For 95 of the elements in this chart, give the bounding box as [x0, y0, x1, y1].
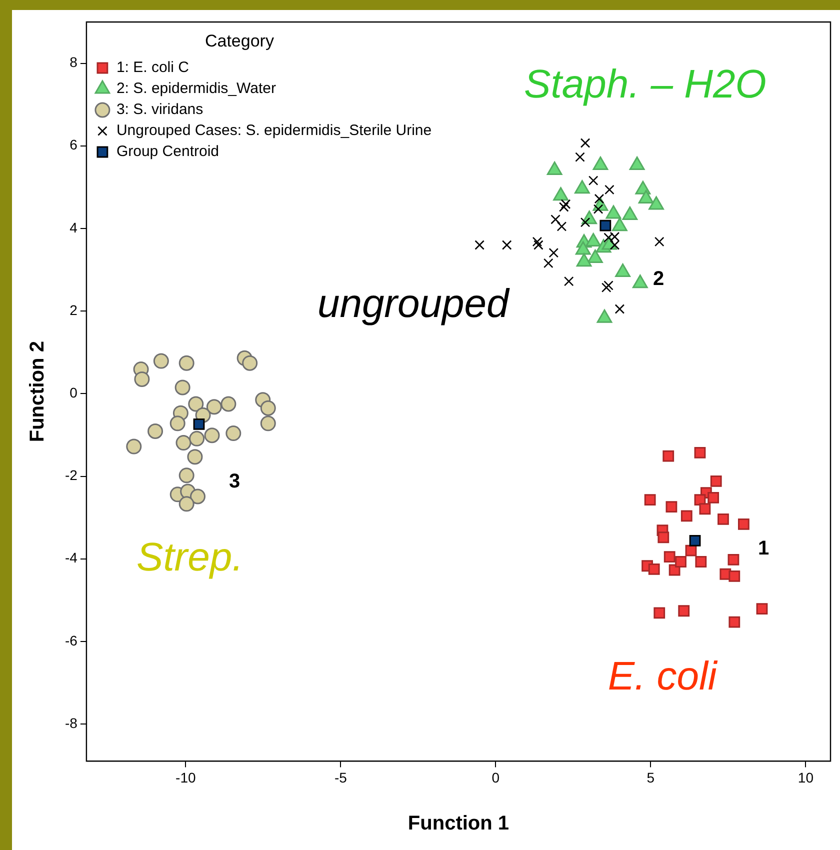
legend-label: 1: E. coli C — [116, 59, 190, 76]
point — [604, 232, 614, 242]
point — [178, 468, 194, 484]
point — [558, 202, 569, 212]
point — [678, 605, 690, 617]
point — [708, 492, 720, 504]
point — [654, 236, 664, 247]
y-tick-label: -8 — [64, 714, 78, 731]
point — [560, 199, 571, 210]
point — [658, 532, 670, 544]
point — [532, 236, 542, 247]
point — [666, 501, 678, 513]
point — [550, 214, 560, 224]
point — [644, 494, 656, 506]
legend-label: Ungrouped Cases: S. epidermidis_Sterile Urine — [116, 122, 432, 140]
annotation: 1 — [758, 538, 770, 560]
y-tick-label: 4 — [70, 219, 78, 236]
point — [188, 396, 204, 412]
point — [126, 438, 142, 454]
point — [153, 353, 169, 369]
x-tick-label: -10 — [176, 769, 196, 786]
legend-label: Group Centroid — [116, 143, 220, 160]
x-tick-label: -5 — [334, 769, 348, 786]
point — [534, 240, 544, 250]
point — [728, 554, 740, 566]
point — [580, 138, 590, 148]
y-tick-label: 0 — [70, 384, 78, 401]
point — [685, 544, 697, 556]
y-tick-label: 8 — [70, 54, 78, 70]
point — [738, 518, 750, 530]
x-tick-label: 0 — [492, 769, 500, 786]
annotation: Strep. — [136, 536, 244, 580]
legend-title: Category — [204, 32, 274, 51]
y-tick-label: -6 — [64, 632, 78, 648]
point — [604, 184, 614, 195]
point — [601, 282, 612, 292]
point — [220, 396, 236, 412]
point — [548, 248, 559, 258]
point — [648, 563, 660, 575]
point — [600, 220, 612, 232]
y-tick-label: 2 — [70, 302, 78, 318]
point — [675, 556, 686, 568]
point — [176, 435, 192, 451]
annotation: Staph. – H2O — [524, 62, 766, 106]
point — [206, 399, 222, 415]
point — [564, 276, 574, 286]
point — [718, 514, 729, 525]
point — [148, 423, 164, 439]
point — [190, 488, 206, 504]
legend-label: 2: S. epidermidis_Water — [116, 80, 276, 98]
x-axis-title: Function 1 — [408, 812, 510, 835]
point — [662, 450, 674, 462]
annotation: 2 — [653, 268, 664, 290]
point — [614, 304, 625, 314]
point — [174, 380, 190, 396]
point — [689, 534, 701, 546]
point — [474, 240, 484, 250]
point — [204, 428, 220, 444]
point — [260, 416, 276, 432]
y-tick-label: 6 — [70, 136, 78, 153]
annotation: ungrouped — [317, 282, 510, 326]
point — [170, 416, 186, 432]
point — [178, 355, 194, 371]
legend-label: 3: S. viridans — [116, 101, 204, 118]
point — [575, 152, 585, 162]
x-tick-label: 5 — [646, 769, 655, 786]
point — [699, 503, 711, 515]
point — [728, 570, 740, 582]
point — [543, 258, 554, 268]
y-tick-label: -4 — [64, 550, 78, 566]
point — [680, 510, 692, 522]
point — [756, 603, 768, 615]
point — [695, 556, 707, 568]
point — [664, 551, 676, 562]
point — [193, 418, 205, 430]
point — [226, 426, 242, 442]
point — [502, 240, 512, 250]
point — [134, 371, 150, 387]
point — [178, 496, 194, 512]
annotation: 3 — [228, 470, 240, 492]
point — [694, 447, 706, 458]
point — [588, 176, 598, 186]
x-tick-label: 10 — [798, 769, 814, 786]
y-axis-title: Function 2 — [26, 341, 49, 442]
y-tick-label: -2 — [64, 467, 78, 484]
point — [187, 449, 203, 465]
point — [710, 476, 722, 487]
point — [242, 355, 258, 371]
annotation: E. coli — [608, 654, 718, 699]
point — [604, 280, 614, 290]
point — [556, 222, 567, 232]
point — [260, 400, 276, 416]
point — [189, 430, 205, 446]
point — [654, 607, 666, 619]
point — [728, 616, 740, 628]
